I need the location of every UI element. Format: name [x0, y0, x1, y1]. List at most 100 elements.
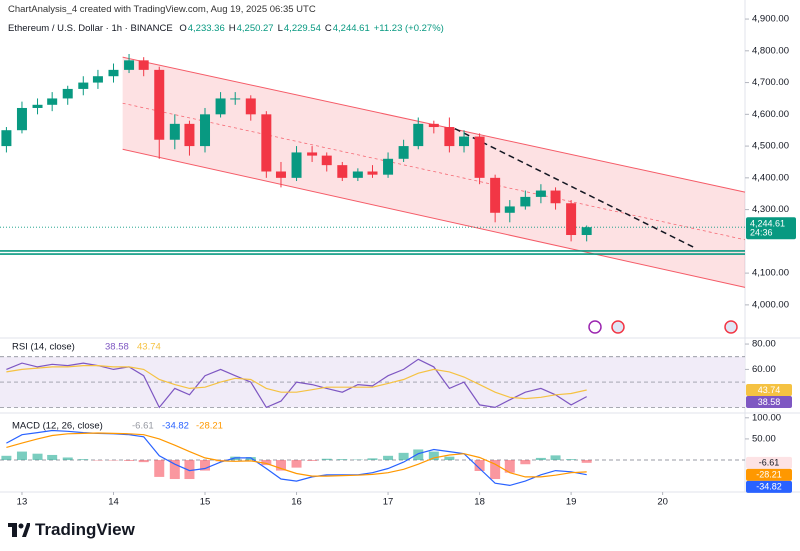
ohlc-value: 4,233.36 — [187, 23, 225, 34]
candle-body — [428, 123, 439, 128]
candle-body — [108, 69, 119, 77]
ohlc-key: H — [228, 23, 236, 34]
brand-name: TradingView — [35, 520, 135, 539]
value-tag-bg — [746, 384, 792, 397]
pane-value: 43.74 — [137, 342, 161, 353]
candle-body — [581, 227, 592, 236]
candle-body — [383, 158, 394, 175]
candle-body — [535, 190, 546, 197]
pane-title: RSI (14, close) — [12, 342, 75, 353]
symbol-legend: Ethereum / U.S. Dollar · 1h · BINANCE O4… — [8, 23, 448, 34]
candle-body — [566, 203, 577, 236]
candle-body — [200, 114, 211, 147]
symbol: Ethereum / U.S. Dollar · 1h · BINANCE — [8, 23, 173, 34]
price-tag: 4,244.61 — [750, 219, 785, 229]
candle-body — [16, 107, 27, 131]
candle-body — [245, 98, 256, 115]
value-tag-bg — [746, 468, 792, 481]
y-tick-label: 60.00 — [752, 364, 776, 375]
credit: ChartAnalysis_4 created with TradingView… — [8, 4, 316, 15]
candle-body — [154, 69, 165, 140]
candle-body — [490, 177, 501, 213]
pane-value: -6.61 — [132, 421, 154, 432]
histogram-bar — [16, 451, 27, 461]
histogram-bar — [154, 460, 165, 477]
event-icon[interactable] — [611, 320, 625, 334]
histogram-bar — [474, 460, 485, 471]
y-tick-label: 4,100.00 — [752, 268, 789, 279]
x-tick-label: 13 — [17, 497, 28, 508]
histogram-bar — [124, 460, 135, 461]
ohlc-value: 4,250.27 — [236, 23, 274, 34]
pane-value: -34.82 — [162, 421, 189, 432]
histogram-bar — [428, 451, 439, 461]
y-tick-label: 4,600.00 — [752, 109, 789, 120]
ohlc-key: O — [179, 23, 187, 34]
histogram-bar — [581, 460, 592, 463]
value-tag: -34.82 — [756, 482, 782, 492]
histogram-bar — [184, 460, 195, 480]
histogram-bar — [490, 460, 501, 480]
value-tag-bg — [746, 396, 792, 409]
value-tag: 38.58 — [758, 397, 781, 407]
value-tag-bg — [746, 456, 792, 469]
histogram-bar — [413, 449, 424, 461]
pane-value: 38.58 — [105, 342, 129, 353]
histogram-bar — [398, 452, 409, 461]
histogram-bar — [261, 460, 272, 466]
y-tick-label: 50.00 — [752, 433, 776, 444]
candle-body — [321, 155, 332, 166]
value-tag: 43.74 — [758, 385, 781, 395]
histogram-bar — [47, 454, 58, 461]
brand-logo — [8, 523, 30, 537]
histogram-bar — [337, 459, 348, 461]
pane-value: -28.21 — [196, 421, 223, 432]
candle-body — [230, 98, 241, 100]
histogram-bar — [291, 460, 302, 468]
countdown: 24:36 — [750, 228, 773, 238]
pane-title: MACD (12, 26, close) — [12, 421, 103, 432]
histogram-bar — [200, 460, 211, 471]
candle-body — [1, 130, 12, 147]
event-icon[interactable] — [724, 320, 738, 334]
candle-body — [92, 76, 103, 83]
histogram-bar — [32, 453, 43, 461]
event-icons — [588, 320, 738, 334]
ohlc-value: 4,229.54 — [283, 23, 321, 34]
y-tick-label: 4,400.00 — [752, 172, 789, 183]
candle-body — [459, 136, 470, 147]
x-tick-label: 20 — [657, 497, 668, 508]
x-tick-label: 14 — [108, 497, 119, 508]
rsi-line — [6, 365, 587, 400]
channel-mid — [122, 102, 746, 241]
candle-body — [291, 152, 302, 178]
histogram-bar — [520, 460, 531, 465]
x-tick-label: 18 — [474, 497, 485, 508]
y-tick-label: 4,000.00 — [752, 299, 789, 310]
brand: TradingView — [8, 520, 135, 540]
histogram-bar — [444, 456, 455, 461]
y-tick-label: 4,700.00 — [752, 77, 789, 88]
candle-body — [275, 171, 286, 178]
histogram-bar — [535, 457, 546, 461]
macd-line — [6, 432, 587, 478]
candle-body — [474, 136, 485, 178]
x-tick-label: 15 — [200, 497, 211, 508]
value-tag: -28.21 — [756, 470, 782, 480]
x-tick-label: 17 — [383, 497, 394, 508]
candle-body — [215, 98, 226, 115]
candle-body — [47, 98, 58, 105]
value-tag: -6.61 — [759, 458, 780, 468]
y-tick-label: 80.00 — [752, 339, 776, 350]
y-tick-label: 100.00 — [752, 412, 781, 423]
candle-body — [62, 88, 73, 99]
event-icon[interactable] — [588, 320, 602, 334]
histogram-bar — [383, 455, 394, 461]
histogram-bar — [275, 460, 286, 471]
histogram-bar — [566, 459, 577, 461]
candle-body — [78, 82, 89, 89]
x-tick-label: 16 — [291, 497, 302, 508]
candle-body — [337, 165, 348, 178]
x-tick-label: 19 — [566, 497, 577, 508]
